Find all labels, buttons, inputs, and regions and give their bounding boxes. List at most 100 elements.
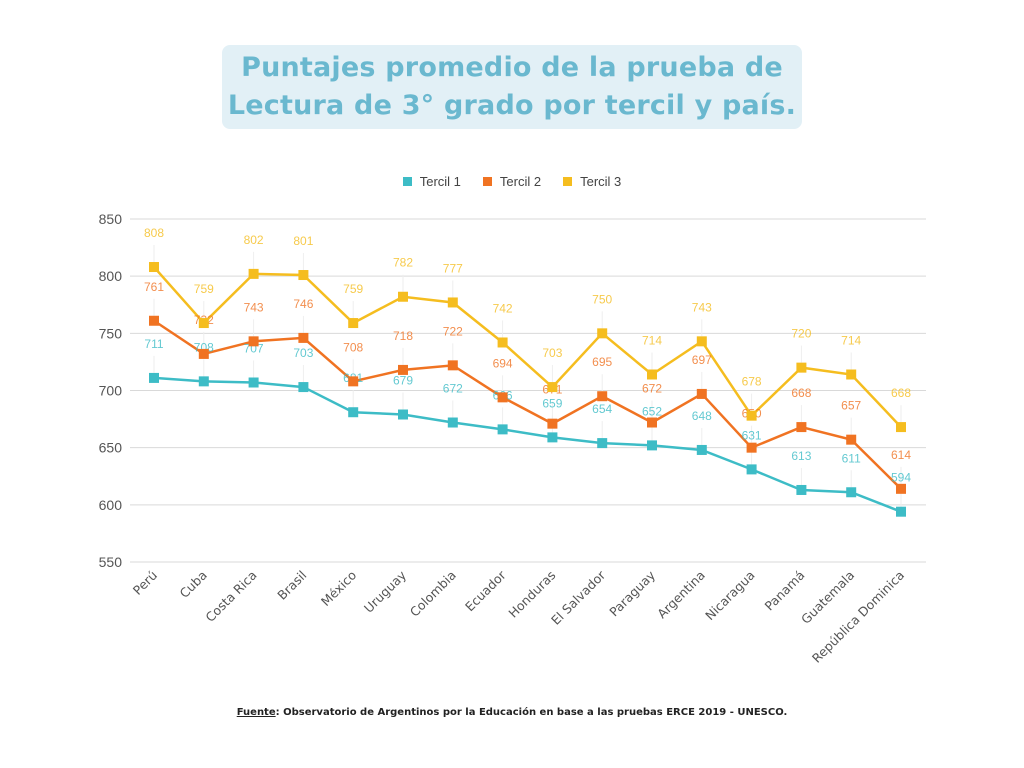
- data-label: 801: [293, 234, 313, 248]
- legend-swatch-tercil-3: [563, 177, 573, 186]
- y-tick-label: 650: [99, 440, 123, 456]
- data-label: 711: [144, 337, 163, 351]
- series-line-tercil-2: [153, 319, 902, 490]
- x-tick-label: Colombia: [407, 568, 459, 620]
- x-tick-label: República Dominica: [809, 568, 907, 666]
- series-line-tercil-1: [153, 376, 902, 513]
- data-point-marker: [248, 336, 259, 347]
- data-point-marker: [198, 318, 209, 329]
- data-point-marker: [547, 382, 558, 393]
- data-point-marker: [547, 432, 558, 443]
- data-label: 631: [742, 428, 762, 442]
- chart-title-line-1: Puntajes promedio de la prueba de: [241, 52, 783, 83]
- data-point-marker: [696, 336, 707, 347]
- data-label: 718: [393, 329, 413, 343]
- data-point-marker: [497, 392, 508, 403]
- data-point-marker: [696, 444, 707, 455]
- data-point-marker: [298, 382, 309, 393]
- data-point-marker: [846, 434, 857, 445]
- data-label: 703: [542, 346, 562, 360]
- x-tick-label: Paraguay: [606, 567, 658, 619]
- data-label: 746: [293, 297, 313, 311]
- y-tick-label: 750: [99, 325, 123, 341]
- source-label: Fuente: [236, 707, 276, 718]
- chart-title-line-2: Lectura de 3° grado por tercil y país.: [227, 90, 797, 121]
- data-point-marker: [149, 262, 159, 273]
- data-point-marker: [647, 369, 657, 380]
- data-label: 654: [592, 402, 612, 416]
- x-tick-label: Nicaragua: [702, 568, 758, 624]
- data-point-marker: [597, 328, 608, 339]
- data-label: 714: [841, 333, 861, 347]
- series-line-tercil-3: [153, 266, 902, 428]
- data-point-marker: [348, 407, 359, 418]
- legend-label-tercil-1: Tercil 1: [419, 174, 461, 189]
- data-point-marker: [198, 376, 209, 387]
- data-point-marker: [746, 464, 757, 475]
- data-point-marker: [896, 422, 906, 433]
- legend-item-tercil-3: Tercil 3: [563, 174, 621, 189]
- x-tick-label: El Salvador: [548, 567, 609, 628]
- data-label: 648: [692, 409, 712, 423]
- data-label: 777: [443, 261, 463, 275]
- y-tick-label: 600: [99, 497, 123, 513]
- data-point-marker: [896, 483, 906, 494]
- data-label: 657: [841, 399, 861, 413]
- data-point-marker: [348, 318, 359, 329]
- data-point-marker: [398, 409, 408, 420]
- data-label: 672: [642, 382, 662, 396]
- data-label: 614: [891, 448, 911, 462]
- data-point-marker: [796, 362, 807, 373]
- data-label: 743: [692, 300, 712, 314]
- data-point-marker: [447, 417, 458, 428]
- chart-title-box: Puntajes promedio de la prueba de Lectur…: [222, 45, 802, 129]
- data-point-marker: [896, 506, 906, 517]
- y-tick-label: 700: [99, 383, 123, 399]
- source-text: : Observatorio de Argentinos por la Educ…: [275, 707, 788, 718]
- x-tick-label: Brasil: [274, 568, 309, 603]
- data-label: 695: [592, 355, 612, 369]
- data-label: 652: [642, 404, 662, 418]
- data-label: 743: [244, 300, 264, 314]
- data-point-marker: [696, 388, 707, 399]
- data-point-marker: [796, 422, 807, 433]
- legend-item-tercil-1: Tercil 1: [402, 174, 461, 189]
- data-label: 697: [692, 353, 712, 367]
- data-point-marker: [398, 291, 408, 302]
- source-note: Fuente: Observatorio de Argentinos por l…: [0, 707, 1024, 718]
- data-point-marker: [348, 376, 359, 387]
- data-label: 742: [493, 301, 513, 315]
- data-point-marker: [447, 360, 458, 371]
- y-tick-label: 550: [99, 554, 123, 570]
- data-point-marker: [298, 270, 309, 281]
- y-tick-label: 850: [99, 211, 123, 227]
- x-tick-label: Panamá: [762, 568, 808, 614]
- data-point-marker: [796, 484, 807, 495]
- data-point-marker: [298, 332, 309, 343]
- data-label: 659: [542, 396, 562, 410]
- data-label: 714: [642, 333, 662, 347]
- data-point-marker: [846, 487, 857, 498]
- x-tick-label: México: [318, 568, 359, 609]
- data-label: 722: [443, 324, 463, 338]
- data-point-marker: [248, 268, 259, 279]
- data-point-marker: [447, 297, 458, 308]
- legend-label-tercil-2: Tercil 2: [499, 174, 542, 189]
- data-point-marker: [746, 410, 757, 421]
- data-point-marker: [149, 315, 159, 326]
- x-tick-label: Uruguay: [361, 567, 410, 616]
- data-label: 694: [493, 356, 513, 370]
- data-label: 668: [891, 386, 911, 400]
- x-tick-label: Ecuador: [462, 567, 509, 614]
- data-point-marker: [497, 337, 508, 348]
- data-label: 802: [244, 233, 264, 247]
- x-tick-label: Honduras: [505, 568, 558, 621]
- data-point-marker: [746, 442, 757, 453]
- x-tick-label: Argentina: [654, 568, 708, 622]
- data-label: 708: [343, 340, 363, 354]
- data-label: 703: [293, 346, 313, 360]
- data-point-marker: [497, 424, 508, 435]
- data-point-marker: [846, 369, 857, 380]
- data-label: 759: [194, 282, 214, 296]
